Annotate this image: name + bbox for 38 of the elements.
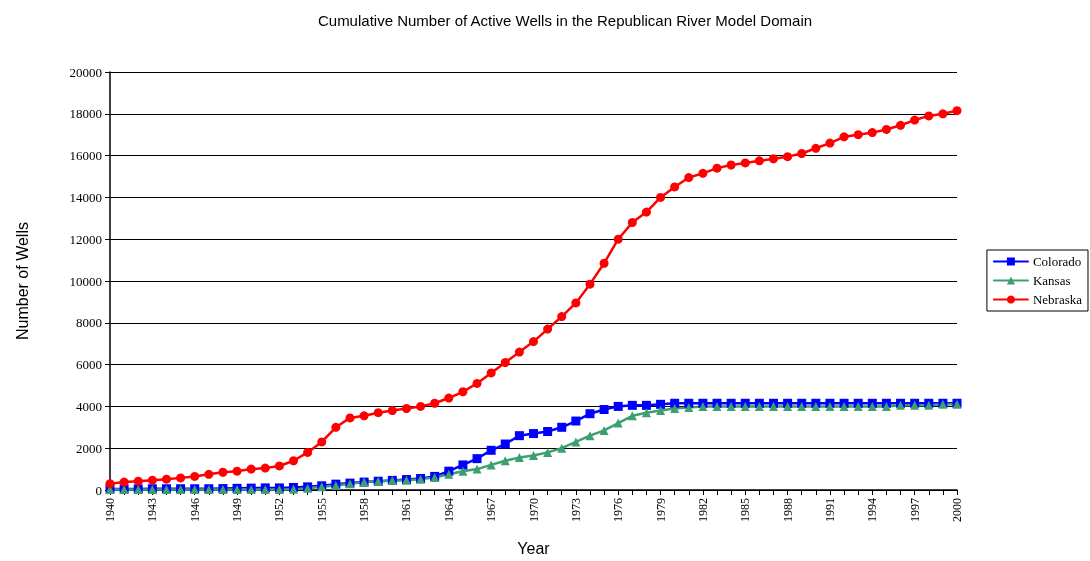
- legend-label: Colorado: [1032, 254, 1082, 269]
- x-tick-label: 1976: [611, 498, 626, 522]
- x-tick-label: 1949: [230, 498, 245, 522]
- x-tick-label: 1991: [822, 498, 837, 522]
- x-tick-label: 1964: [441, 498, 456, 522]
- y-axis-title: Number of Wells: [13, 222, 31, 340]
- x-tick-label: 1958: [357, 498, 372, 522]
- x-tick-label: 1985: [738, 498, 753, 522]
- y-tick-label: 4000: [76, 398, 102, 414]
- y-tick-label: 20000: [69, 64, 102, 80]
- x-tick-label: 1997: [907, 498, 922, 522]
- y-tick-label: 6000: [76, 357, 102, 373]
- x-tick-label: 1973: [568, 498, 583, 522]
- y-tick-label: 10000: [69, 273, 102, 289]
- x-tick-label: 1952: [272, 498, 287, 522]
- x-tick-label: 1955: [314, 498, 329, 522]
- x-tick-label: 1979: [653, 498, 668, 522]
- x-tick-label: 1982: [695, 498, 710, 522]
- y-tick-label: 14000: [69, 189, 102, 205]
- y-tick-label: 12000: [69, 231, 102, 247]
- y-tick-label: 0: [95, 482, 102, 498]
- x-tick-label: 1943: [145, 498, 160, 522]
- x-tick-label: 1967: [484, 498, 499, 522]
- y-tick-label: 2000: [76, 440, 102, 456]
- x-tick-label: 1988: [780, 498, 795, 522]
- chart-title: Cumulative Number of Active Wells in the Republican River Model Domain: [317, 12, 813, 29]
- legend-label: Kansas: [1032, 273, 1071, 288]
- x-tick-label: 1970: [526, 498, 541, 522]
- x-axis-title: Year: [517, 539, 551, 557]
- x-tick-label: 1961: [399, 498, 414, 522]
- y-tick-label: 18000: [69, 106, 102, 122]
- x-tick-label: 1994: [865, 498, 880, 522]
- x-tick-label: 2000: [950, 498, 964, 522]
- x-tick-label: 1940: [103, 498, 117, 522]
- x-tick-label: 1946: [187, 498, 202, 522]
- y-tick-label: 16000: [69, 148, 102, 164]
- y-tick-label: 8000: [76, 315, 102, 331]
- legend-label: Nebraska: [1032, 292, 1083, 307]
